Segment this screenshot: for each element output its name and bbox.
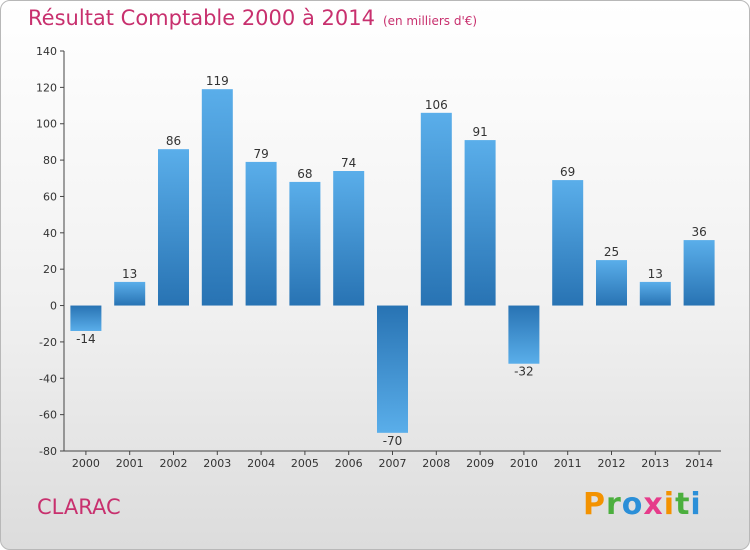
bar-value-label: 25 bbox=[604, 245, 619, 259]
bar-value-label: -14 bbox=[76, 332, 96, 346]
x-tick-label: 2000 bbox=[72, 457, 100, 470]
y-tick-label: -60 bbox=[39, 409, 57, 422]
x-tick-label: 2009 bbox=[466, 457, 494, 470]
bar bbox=[683, 240, 715, 306]
x-tick-label: 2004 bbox=[247, 457, 275, 470]
y-tick-label: 80 bbox=[43, 154, 57, 167]
y-tick-label: 20 bbox=[43, 263, 57, 276]
logo-letter: r bbox=[606, 487, 622, 522]
x-tick-label: 2011 bbox=[554, 457, 582, 470]
bar-value-label: 68 bbox=[297, 167, 312, 181]
proxiti-logo: Proxiti bbox=[583, 487, 702, 522]
bar bbox=[639, 281, 671, 306]
y-tick-label: 60 bbox=[43, 190, 57, 203]
bar bbox=[158, 149, 189, 306]
bar-value-label: 13 bbox=[648, 267, 663, 281]
bar bbox=[289, 181, 321, 306]
bar-value-label: 36 bbox=[691, 225, 706, 239]
logo-letter: t bbox=[675, 487, 691, 522]
bar bbox=[508, 305, 540, 364]
x-tick-label: 2006 bbox=[335, 457, 363, 470]
bar bbox=[596, 260, 627, 306]
x-tick-label: 2010 bbox=[510, 457, 538, 470]
y-tick-label: -40 bbox=[39, 372, 57, 385]
bar-value-label: 91 bbox=[472, 125, 487, 139]
logo-letter: i bbox=[690, 487, 702, 522]
y-tick-label: 140 bbox=[36, 45, 57, 58]
chart-title-text: Résultat Comptable 2000 à 2014 bbox=[28, 6, 375, 30]
y-tick-label: -20 bbox=[39, 336, 57, 349]
bar bbox=[333, 171, 365, 306]
bar bbox=[377, 305, 408, 433]
bar-value-label: 74 bbox=[341, 156, 356, 170]
bar-value-label: 79 bbox=[253, 147, 268, 161]
x-tick-label: 2007 bbox=[379, 457, 407, 470]
bar-value-label: -32 bbox=[514, 365, 534, 379]
y-tick-label: 40 bbox=[43, 227, 57, 240]
bar-value-label: 119 bbox=[206, 74, 229, 88]
x-tick-label: 2001 bbox=[116, 457, 144, 470]
x-tick-label: 2002 bbox=[160, 457, 188, 470]
x-tick-label: 2014 bbox=[685, 457, 713, 470]
bar bbox=[420, 112, 452, 306]
logo-letter: x bbox=[643, 487, 664, 522]
bar bbox=[114, 281, 146, 306]
x-tick-label: 2012 bbox=[598, 457, 626, 470]
logo-letter: i bbox=[663, 487, 676, 522]
y-tick-label: 100 bbox=[36, 118, 57, 131]
chart-subtitle: (en milliers d'€) bbox=[382, 14, 478, 28]
bar-value-label: 13 bbox=[122, 267, 137, 281]
x-tick-label: 2013 bbox=[641, 457, 669, 470]
x-tick-label: 2008 bbox=[422, 457, 450, 470]
chart-title: Résultat Comptable 2000 à 2014 (en millie… bbox=[28, 6, 477, 30]
logo-letter: o bbox=[621, 487, 644, 522]
bar-value-label: 86 bbox=[166, 134, 181, 148]
x-tick-label: 2003 bbox=[203, 457, 231, 470]
bar-value-label: 69 bbox=[560, 165, 575, 179]
y-tick-label: 0 bbox=[50, 300, 57, 313]
bar bbox=[552, 180, 584, 306]
commune-name: CLARAC bbox=[37, 495, 121, 519]
y-tick-label: 120 bbox=[36, 81, 57, 94]
bar-value-label: 106 bbox=[425, 98, 448, 112]
bar bbox=[245, 161, 277, 306]
x-tick-label: 2005 bbox=[291, 457, 319, 470]
bar bbox=[464, 140, 496, 306]
bar-value-label: -70 bbox=[383, 434, 403, 448]
y-tick-label: -80 bbox=[39, 445, 57, 458]
bar bbox=[70, 305, 102, 331]
bar bbox=[201, 89, 233, 306]
logo-letter: P bbox=[583, 487, 606, 522]
